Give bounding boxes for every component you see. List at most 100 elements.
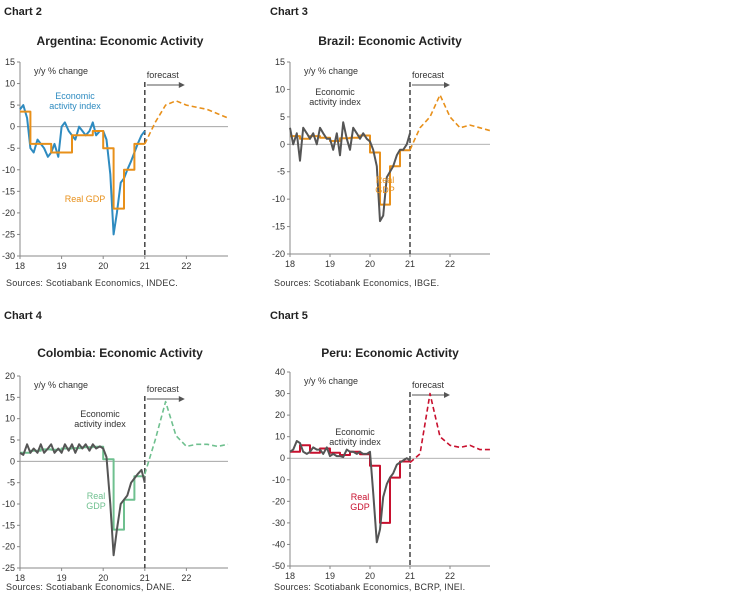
x-tick-label: 22 [445,571,455,581]
chart-number: Chart 5 [270,310,308,322]
chart-svg: Argentina: Economic Activity y/y % change… [2,34,229,271]
chart-panel-peru: Chart 5 Peru: Economic Activity y/y % cha… [270,304,750,608]
x-tick-label: 20 [365,259,375,269]
series-line-1 [409,94,491,151]
x-tick-label: 22 [181,573,191,583]
series-annotation: Economic activity index [49,91,101,111]
y-tick-label: 15 [5,392,15,402]
series-line-2 [289,121,411,223]
y-tick-label: 5 [10,100,15,110]
chart-title: Peru: Economic Activity [321,346,459,360]
x-tick-label: 20 [365,571,375,581]
y-tick-label: 15 [5,57,15,67]
x-tick-label: 21 [140,261,150,271]
x-tick-label: 19 [325,571,335,581]
series-annotation: Real GDP [350,492,370,512]
y-tick-label: 0 [280,453,285,463]
chart-panel-brazil: Chart 3 Brazil: Economic Activity y/y % c… [270,0,750,304]
x-tick-label: 22 [445,259,455,269]
series-annotation: Real GDP [65,194,106,204]
x-tick-label: 21 [405,259,415,269]
y-tick-label: 5 [280,112,285,122]
chart-panel-argentina: Chart 2 Argentina: Economic Activity y/y … [0,0,375,304]
series-line-1 [144,400,229,475]
chart-number: Chart 3 [270,6,308,18]
x-tick-label: 22 [181,261,191,271]
series-annotation: Real GDP [375,175,395,195]
y-tick-label: -10 [272,475,285,485]
y-tick-label: 20 [5,371,15,381]
series-annotation: Economic activity index [329,427,381,447]
y-tick-label: 5 [10,435,15,445]
y-tick-label: 10 [5,414,15,424]
y-tick-label: -10 [2,499,15,509]
y-tick-label: 10 [5,79,15,89]
y-axis-label: y/y % change [304,66,358,76]
chart-source: Sources: Scotiabank Economics, IBGE. [274,278,440,288]
y-tick-label: -25 [2,229,15,239]
chart-panel-colombia: Chart 4 Colombia: Economic Activity y/y %… [0,304,375,608]
forecast-label: forecast [412,70,445,80]
y-tick-label: -20 [2,542,15,552]
y-tick-label: -5 [277,167,285,177]
x-tick-label: 19 [325,259,335,269]
forecast-arrow-head [178,82,185,88]
chart-number: Chart 4 [4,310,42,322]
y-tick-label: -15 [2,186,15,196]
y-tick-label: -20 [2,208,15,218]
x-tick-label: 18 [15,573,25,583]
y-tick-label: 15 [275,57,285,67]
chart-source: Sources: Scotiabank Economics, DANE. [6,582,175,592]
series-annotation: Economic activity index [74,409,126,429]
forecast-arrow-head [444,392,450,398]
chart-title: Argentina: Economic Activity [37,34,204,48]
x-tick-label: 20 [98,573,108,583]
chart-source: Sources: Scotiabank Economics, BCRP, INE… [274,582,466,592]
y-tick-label: -10 [2,165,15,175]
y-tick-label: -5 [7,143,15,153]
y-tick-label: 10 [275,432,285,442]
y-tick-label: 30 [275,389,285,399]
series-line-0 [20,445,145,531]
series-line-0 [290,134,410,206]
x-tick-label: 18 [285,571,295,581]
x-tick-label: 18 [15,261,25,271]
chart-title: Colombia: Economic Activity [37,346,203,360]
x-tick-label: 18 [285,259,295,269]
x-tick-label: 19 [57,573,67,583]
y-tick-label: 10 [275,84,285,94]
x-tick-label: 21 [140,573,150,583]
y-tick-label: -15 [2,520,15,530]
forecast-arrow-head [444,82,450,88]
series-line-2 [144,100,229,145]
series-line-2 [19,443,146,557]
y-tick-label: 0 [10,122,15,132]
series-annotation: Economic activity index [309,87,361,107]
chart-number: Chart 2 [4,6,42,18]
y-tick-label: -40 [272,539,285,549]
y-tick-label: -25 [2,563,15,573]
y-tick-label: -30 [272,518,285,528]
y-tick-label: -10 [272,194,285,204]
y-tick-label: 40 [275,367,285,377]
y-axis-label: y/y % change [304,376,358,386]
x-tick-label: 20 [98,261,108,271]
forecast-arrow-head [178,396,185,402]
forecast-label: forecast [147,384,180,394]
y-tick-label: -20 [272,249,285,259]
forecast-label: forecast [147,70,180,80]
y-tick-label: -30 [2,251,15,261]
series-line-1 [409,392,490,464]
chart-svg: Brazil: Economic Activity y/y % change 15 1… [272,34,491,269]
chart-svg: Peru: Economic Activity y/y % change 40 30 2… [272,346,490,581]
series-line-2 [289,440,411,544]
chart-source: Sources: Scotiabank Economics, INDEC. [6,278,178,288]
y-tick-label: 0 [280,139,285,149]
chart-title: Brazil: Economic Activity [318,34,462,48]
y-tick-label: 0 [10,456,15,466]
x-tick-label: 19 [57,261,67,271]
series-annotation: Real GDP [86,491,106,511]
y-tick-label: 20 [275,410,285,420]
series-line-1 [20,110,145,210]
y-tick-label: -5 [7,478,15,488]
